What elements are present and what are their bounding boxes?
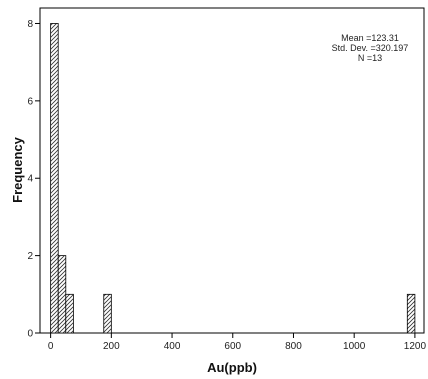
x-tick-label: 1000 — [343, 341, 366, 352]
stats-box: Mean =123.31 Std. Dev. =320.197 N =13 — [332, 33, 409, 63]
histogram-bar-1 — [57, 255, 67, 334]
x-tick-label: 800 — [285, 341, 302, 352]
bars-group — [50, 23, 416, 334]
x-axis: 0 200 400 600 800 1000 1200 — [48, 333, 427, 352]
x-tick-label: 0 — [48, 341, 54, 352]
y-tick-label: 0 — [27, 329, 33, 340]
histogram-bar-2 — [65, 293, 74, 334]
x-tick-label: 1200 — [404, 341, 427, 352]
x-tick-label: 400 — [164, 341, 181, 352]
y-tick-label: 8 — [27, 19, 33, 30]
histogram-bar-4 — [406, 293, 416, 334]
stats-std-dev: Std. Dev. =320.197 — [332, 43, 409, 53]
y-axis-title: Frequency — [10, 136, 25, 203]
y-tick-label: 2 — [27, 251, 33, 262]
y-tick-label: 4 — [27, 174, 33, 185]
stats-n: N =13 — [358, 53, 382, 63]
x-axis-title: Au(ppb) — [207, 360, 257, 375]
y-tick-label: 6 — [27, 96, 33, 107]
y-axis: 0 2 4 6 8 — [27, 19, 40, 340]
x-tick-label: 200 — [103, 341, 120, 352]
x-tick-label: 600 — [224, 341, 241, 352]
plot-frame — [39, 7, 425, 334]
histogram-bar-0 — [50, 23, 59, 334]
histogram-bar-3 — [103, 293, 112, 334]
stats-mean: Mean =123.31 — [341, 33, 399, 43]
